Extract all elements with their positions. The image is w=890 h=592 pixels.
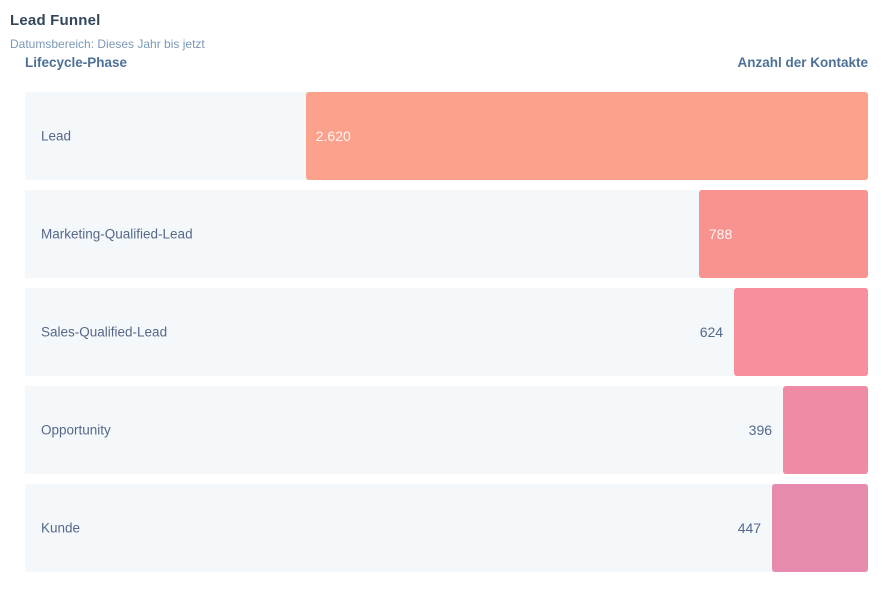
- funnel-bar-segment[interactable]: 2.620: [305, 92, 868, 180]
- funnel-row: Opportunity 396: [25, 386, 868, 474]
- lifecycle-stage-label: Opportunity: [41, 422, 111, 438]
- funnel-bar-segment[interactable]: [783, 386, 868, 474]
- page-title: Lead Funnel: [10, 12, 101, 29]
- contact-count-value: 2.620: [315, 128, 351, 144]
- funnel-row: Marketing-Qualified-Lead 788: [25, 190, 868, 278]
- column-headers: Lifecycle-Phase Anzahl der Kontakte: [25, 55, 868, 70]
- funnel-bar-segment[interactable]: 788: [698, 190, 868, 278]
- funnel-bar-segment[interactable]: [772, 484, 868, 572]
- contact-count-value: 788: [708, 226, 733, 242]
- contact-count-value: 447: [737, 520, 762, 536]
- lifecycle-stage-label: Kunde: [41, 520, 81, 536]
- funnel-row: Sales-Qualified-Lead 624: [25, 288, 868, 376]
- lifecycle-stage-label: Marketing-Qualified-Lead: [41, 226, 193, 242]
- funnel-bar-segment[interactable]: [734, 288, 868, 376]
- date-range-subtitle: Datumsbereich: Dieses Jahr bis jetzt: [10, 37, 205, 51]
- lifecycle-stage-label: Lead: [41, 128, 72, 144]
- column-header-anzahl-kontakte: Anzahl der Kontakte: [737, 55, 868, 70]
- contact-count-value: 396: [748, 422, 773, 438]
- funnel-row: Kunde 447: [25, 484, 868, 572]
- column-header-lifecycle-phase: Lifecycle-Phase: [25, 55, 128, 70]
- lifecycle-stage-label: Sales-Qualified-Lead: [41, 324, 168, 340]
- funnel-row: Lead 2.620: [25, 92, 868, 180]
- contact-count-value: 624: [699, 324, 724, 340]
- funnel-rows: Lead 2.620 Marketing-Qualified-Lead 788 Sale…: [25, 92, 868, 582]
